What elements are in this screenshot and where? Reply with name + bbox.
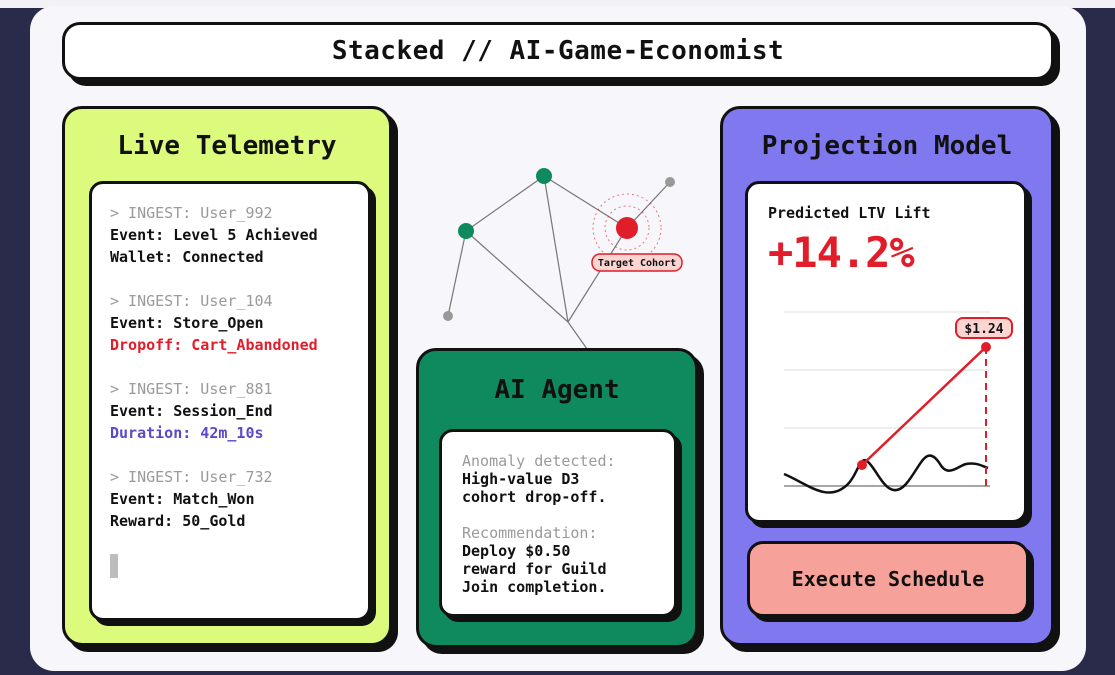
ltv-value: +14.2% xyxy=(768,228,915,277)
telemetry-title: Live Telemetry xyxy=(117,131,337,161)
target-cohort-label: Target Cohort xyxy=(598,258,676,269)
price-tag-label: $1.24 xyxy=(964,322,1003,337)
agent-insight-card: Anomaly detected: High-value D3 cohort d… xyxy=(439,429,677,617)
recommendation-text-line: Deploy $0.50 xyxy=(462,542,571,560)
price-tag: $1.24 xyxy=(955,317,1013,339)
log-entry: > INGEST: User_732 Event: Match_Won Rewa… xyxy=(110,466,368,532)
log-entry: > INGEST: User_104 Event: Store_Open Dro… xyxy=(110,290,368,356)
ai-agent-panel: AI Agent Anomaly detected: High-value D3… xyxy=(416,348,698,648)
log-entry: > INGEST: User_992 Event: Level 5 Achiev… xyxy=(110,202,368,268)
target-cohort-tag: Target Cohort xyxy=(591,253,683,272)
projection-end-point xyxy=(981,342,991,352)
network-node xyxy=(665,177,675,187)
recommendation-text-line: Join completion. xyxy=(462,578,607,596)
log-event: Event: Session_End xyxy=(110,402,273,420)
page-title: Stacked // AI-Game-Economist xyxy=(62,22,1054,80)
log-ingest: > INGEST: User_104 xyxy=(110,292,273,310)
projection-line xyxy=(861,346,987,466)
anomaly-label: Anomaly detected: xyxy=(462,452,616,470)
log-detail: Wallet: Connected xyxy=(110,248,264,266)
network-node xyxy=(536,168,552,184)
telemetry-log[interactable]: > INGEST: User_992 Event: Level 5 Achiev… xyxy=(89,181,371,621)
projection-panel: Projection Model Predicted LTV Lift +14.… xyxy=(720,106,1054,646)
network-node xyxy=(443,311,453,321)
projection-title: Projection Model xyxy=(761,131,1013,161)
log-ingest: > INGEST: User_992 xyxy=(110,204,273,222)
background-strip xyxy=(0,0,1115,8)
anomaly-text-line: cohort drop-off. xyxy=(462,488,607,506)
ltv-label: Predicted LTV Lift xyxy=(768,204,931,222)
historical-ltv-line xyxy=(783,454,989,494)
log-event: Event: Match_Won xyxy=(110,490,255,508)
log-ingest: > INGEST: User_881 xyxy=(110,380,273,398)
log-event: Event: Store_Open xyxy=(110,314,264,332)
log-detail: Reward: 50_Gold xyxy=(110,512,246,530)
ltv-projection-chart: $1.24 xyxy=(783,311,1013,494)
target-node xyxy=(616,217,638,239)
agent-title: AI Agent xyxy=(494,375,620,405)
network-node xyxy=(458,223,474,239)
log-event: Event: Level 5 Achieved xyxy=(110,226,318,244)
log-ingest: > INGEST: User_732 xyxy=(110,468,273,486)
chart-gridlines xyxy=(784,311,990,429)
log-detail-duration: Duration: 42m_10s xyxy=(110,424,264,442)
telemetry-panel: Live Telemetry > INGEST: User_992 Event:… xyxy=(62,106,392,646)
cohort-network-graph: Target Cohort xyxy=(443,168,683,356)
projection-start-point xyxy=(857,460,867,470)
recommendation-text-line: reward for Guild xyxy=(462,560,607,578)
app-frame: Stacked // AI-Game-Economist Live Teleme… xyxy=(30,6,1086,671)
log-entry: > INGEST: User_881 Event: Session_End Du… xyxy=(110,378,368,444)
log-detail-dropoff: Dropoff: Cart_Abandoned xyxy=(110,336,318,354)
terminal-cursor xyxy=(110,554,118,578)
ltv-card: Predicted LTV Lift +14.2% $1.24 xyxy=(745,181,1027,523)
execute-schedule-button[interactable]: Execute Schedule xyxy=(747,541,1029,617)
anomaly-text-line: High-value D3 xyxy=(462,470,580,488)
recommendation-label: Recommendation: xyxy=(462,524,598,542)
